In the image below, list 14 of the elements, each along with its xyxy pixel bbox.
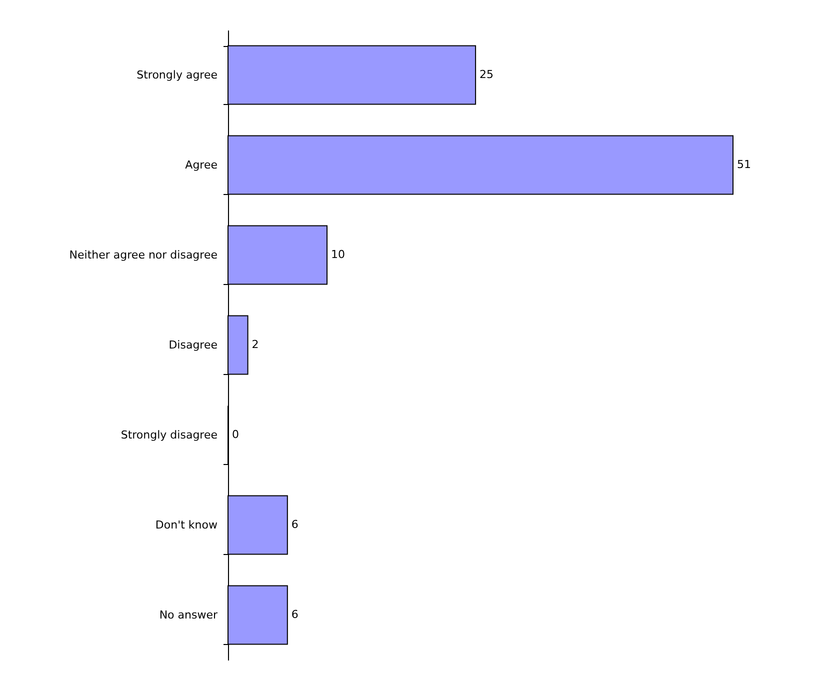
data-label: 10 xyxy=(331,248,346,261)
data-label: 6 xyxy=(291,608,298,621)
y-tick-label: Neither agree nor disagree xyxy=(69,248,218,262)
y-tick-label: Disagree xyxy=(168,338,218,352)
y-tick-label: No answer xyxy=(159,608,218,622)
y-tick-label: Strongly disagree xyxy=(120,428,218,442)
y-tick-label: Don't know xyxy=(155,518,218,532)
data-label: 2 xyxy=(252,338,259,351)
data-label: 0 xyxy=(232,428,239,441)
y-tick-label: Agree xyxy=(185,158,218,172)
data-label: 51 xyxy=(737,158,751,171)
y-tick-label: Strongly agree xyxy=(136,68,218,82)
data-label: 25 xyxy=(480,68,494,81)
data-label: 6 xyxy=(291,518,298,531)
